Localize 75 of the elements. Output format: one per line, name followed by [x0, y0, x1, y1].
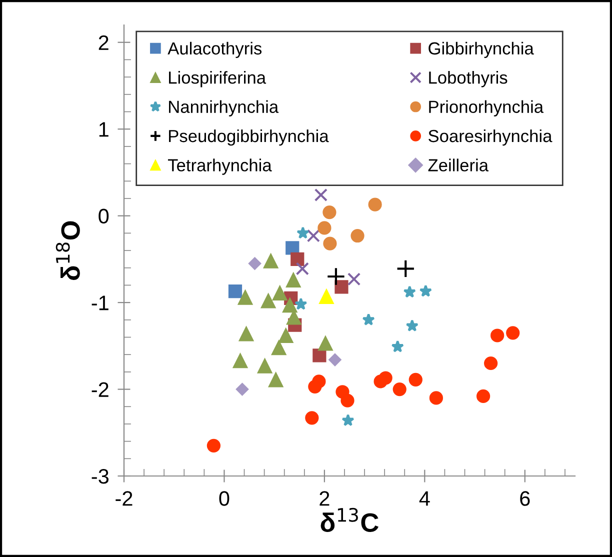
- point: [238, 290, 253, 305]
- y-tick-label: -2: [92, 382, 108, 397]
- legend-label: Gibbirhynchia: [428, 42, 534, 58]
- y-axis-title: δ$^{18}$O: [56, 221, 80, 280]
- x-axis-title: δ$^{13}$C: [320, 508, 378, 532]
- point: [286, 272, 301, 288]
- point: [236, 382, 249, 396]
- point: [342, 414, 354, 426]
- point: [238, 326, 254, 342]
- point: [314, 188, 328, 202]
- point: [334, 280, 348, 294]
- point: [326, 267, 346, 286]
- x-tick-label: 2: [320, 491, 330, 506]
- point: [368, 198, 382, 212]
- point: [271, 340, 286, 356]
- point: [263, 253, 278, 268]
- point: [429, 391, 443, 405]
- point: [391, 340, 404, 352]
- point: [296, 262, 309, 276]
- point: [305, 411, 319, 425]
- point: [406, 319, 418, 332]
- x-tick-label: 0: [219, 491, 230, 506]
- point: [484, 356, 498, 370]
- point: [362, 313, 375, 326]
- point: [228, 284, 242, 298]
- point: [206, 438, 221, 452]
- point: [248, 257, 262, 270]
- legend-label: Tetrarhynchia: [168, 158, 272, 175]
- point: [294, 298, 308, 310]
- point: [278, 328, 294, 343]
- x-tick-label: 6: [520, 491, 530, 506]
- point: [282, 298, 298, 313]
- point: [350, 228, 364, 243]
- x-tick-label: -2: [116, 491, 132, 506]
- y-tick-label: 1: [99, 122, 108, 137]
- legend-label: Liospiriferina: [169, 71, 266, 88]
- point: [296, 226, 310, 239]
- legend-label: Zeilleria: [428, 158, 489, 172]
- point: [419, 284, 432, 297]
- point: [268, 372, 284, 388]
- y-tick-label: 0: [98, 208, 109, 224]
- point: [408, 372, 422, 387]
- point: [257, 358, 272, 374]
- point: [322, 206, 336, 220]
- legend-label: Aulacothyris: [168, 42, 262, 58]
- y-tick-label: -1: [92, 296, 108, 310]
- y-tick-label: 2: [98, 35, 108, 50]
- legend-label: Nannirhynchia: [169, 100, 279, 116]
- y-tick-label: -3: [92, 469, 109, 484]
- point: [260, 293, 276, 308]
- point: [290, 252, 304, 266]
- point: [306, 229, 320, 242]
- point: [403, 286, 416, 298]
- point: [318, 336, 333, 351]
- legend-label: Prionorhynchia: [429, 100, 544, 116]
- point: [272, 286, 288, 300]
- point: [328, 353, 342, 366]
- point: [506, 326, 520, 340]
- x-tick-label: 4: [419, 491, 430, 506]
- point: [318, 221, 332, 235]
- point: [347, 272, 361, 286]
- point: [396, 259, 416, 278]
- point: [323, 236, 337, 250]
- point: [490, 328, 504, 342]
- point: [374, 374, 388, 388]
- point: [476, 389, 490, 404]
- legend-label: Pseudogibbirhynchia: [169, 129, 329, 146]
- point: [286, 241, 300, 255]
- point: [318, 288, 334, 304]
- point: [232, 353, 248, 368]
- point: [392, 382, 406, 396]
- legend-label: Lobothyris: [429, 71, 508, 88]
- point: [308, 380, 322, 394]
- point: [340, 394, 354, 408]
- legend-label: Soaresirhynchia: [428, 129, 552, 146]
